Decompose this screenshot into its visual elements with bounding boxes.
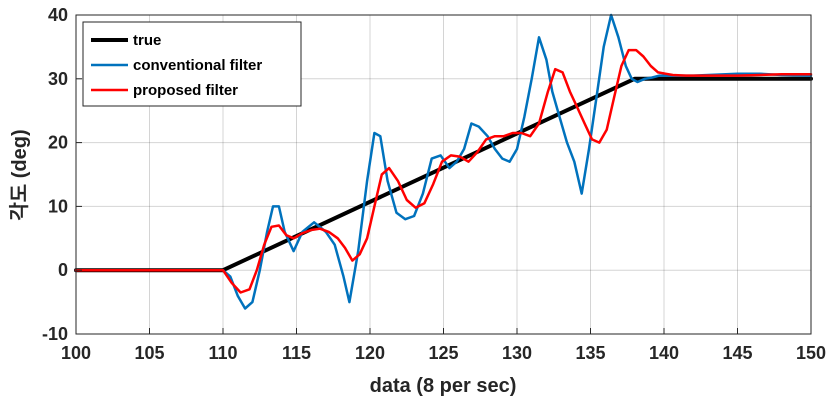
y-tick-label: 30 <box>48 69 68 89</box>
y-tick-label: 0 <box>58 260 68 280</box>
y-tick-label: 20 <box>48 133 68 153</box>
x-tick-label: 110 <box>208 343 237 363</box>
series-line-conventional-filter <box>74 13 813 310</box>
x-tick-label: 105 <box>134 343 164 363</box>
series-group <box>74 13 813 310</box>
x-axis-label: data (8 per sec) <box>370 375 517 397</box>
x-tick-label: 115 <box>282 343 311 363</box>
x-tick-label: 150 <box>796 343 826 363</box>
series-line-proposed-filter <box>74 48 813 294</box>
x-tick-label: 145 <box>722 343 752 363</box>
ticks: 100 105 110 115 120 125 130 135 140 145 150 -10 0 10 2… <box>42 5 826 363</box>
x-tick-label: 120 <box>355 343 385 363</box>
y-tick-label: -10 <box>42 324 68 344</box>
legend-label: true <box>133 32 161 49</box>
x-tick-label: 100 <box>61 343 91 363</box>
y-tick-label: 10 <box>48 196 68 216</box>
legend-label: proposed filter <box>133 82 238 99</box>
legend-label: conventional filter <box>133 57 262 74</box>
y-tick-label: 40 <box>48 5 68 25</box>
x-tick-label: 140 <box>649 343 679 363</box>
x-tick-label: 130 <box>502 343 532 363</box>
x-tick-label: 135 <box>575 343 605 363</box>
x-tick-label: 125 <box>428 343 458 363</box>
y-axis-label: 각도 (deg) <box>8 129 31 220</box>
legend: true conventional filter proposed filter <box>82 21 302 107</box>
